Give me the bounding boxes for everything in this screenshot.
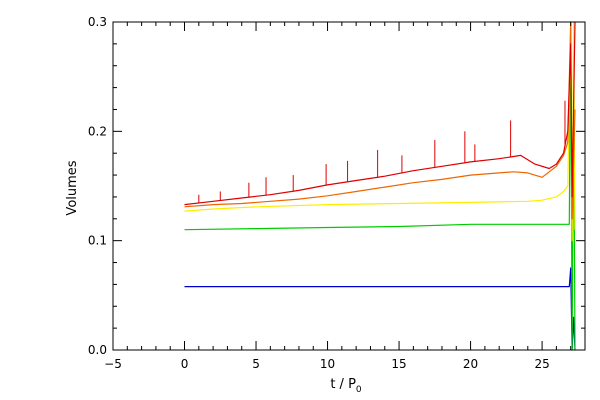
x-axis-title: t / P0 bbox=[330, 377, 362, 395]
x-tick-label: 0 bbox=[181, 357, 189, 371]
ticks-layer: −5 0 5 10 15 20 25 0.0 0.1 0.2 0.3 bbox=[88, 15, 586, 371]
x-tick-label: 5 bbox=[252, 357, 260, 371]
y-tick-label: 0.3 bbox=[88, 15, 107, 29]
x-tick-label: −5 bbox=[104, 357, 122, 371]
x-axis-title-main: t / P bbox=[330, 377, 356, 392]
x-tick-label: 10 bbox=[320, 357, 335, 371]
x-tick-label: 15 bbox=[391, 357, 406, 371]
series-line-1 bbox=[184, 21, 576, 351]
x-tick-label: 20 bbox=[463, 357, 478, 371]
series-line-4 bbox=[184, 21, 576, 206]
y-tick-label: 0.0 bbox=[88, 343, 107, 357]
series-line-3 bbox=[184, 21, 576, 220]
y-tick-label: 0.2 bbox=[88, 124, 107, 138]
x-tick-label: 25 bbox=[534, 357, 549, 371]
series-line-0 bbox=[184, 267, 576, 351]
series-layer bbox=[184, 21, 576, 351]
y-axis-title: Volumes bbox=[65, 160, 80, 215]
y-tick-label: 0.1 bbox=[88, 234, 107, 248]
x-axis-title-subscript: 0 bbox=[356, 385, 362, 395]
axes-layer bbox=[112, 21, 586, 351]
plot-frame bbox=[112, 21, 586, 351]
series-line-2 bbox=[184, 21, 576, 242]
